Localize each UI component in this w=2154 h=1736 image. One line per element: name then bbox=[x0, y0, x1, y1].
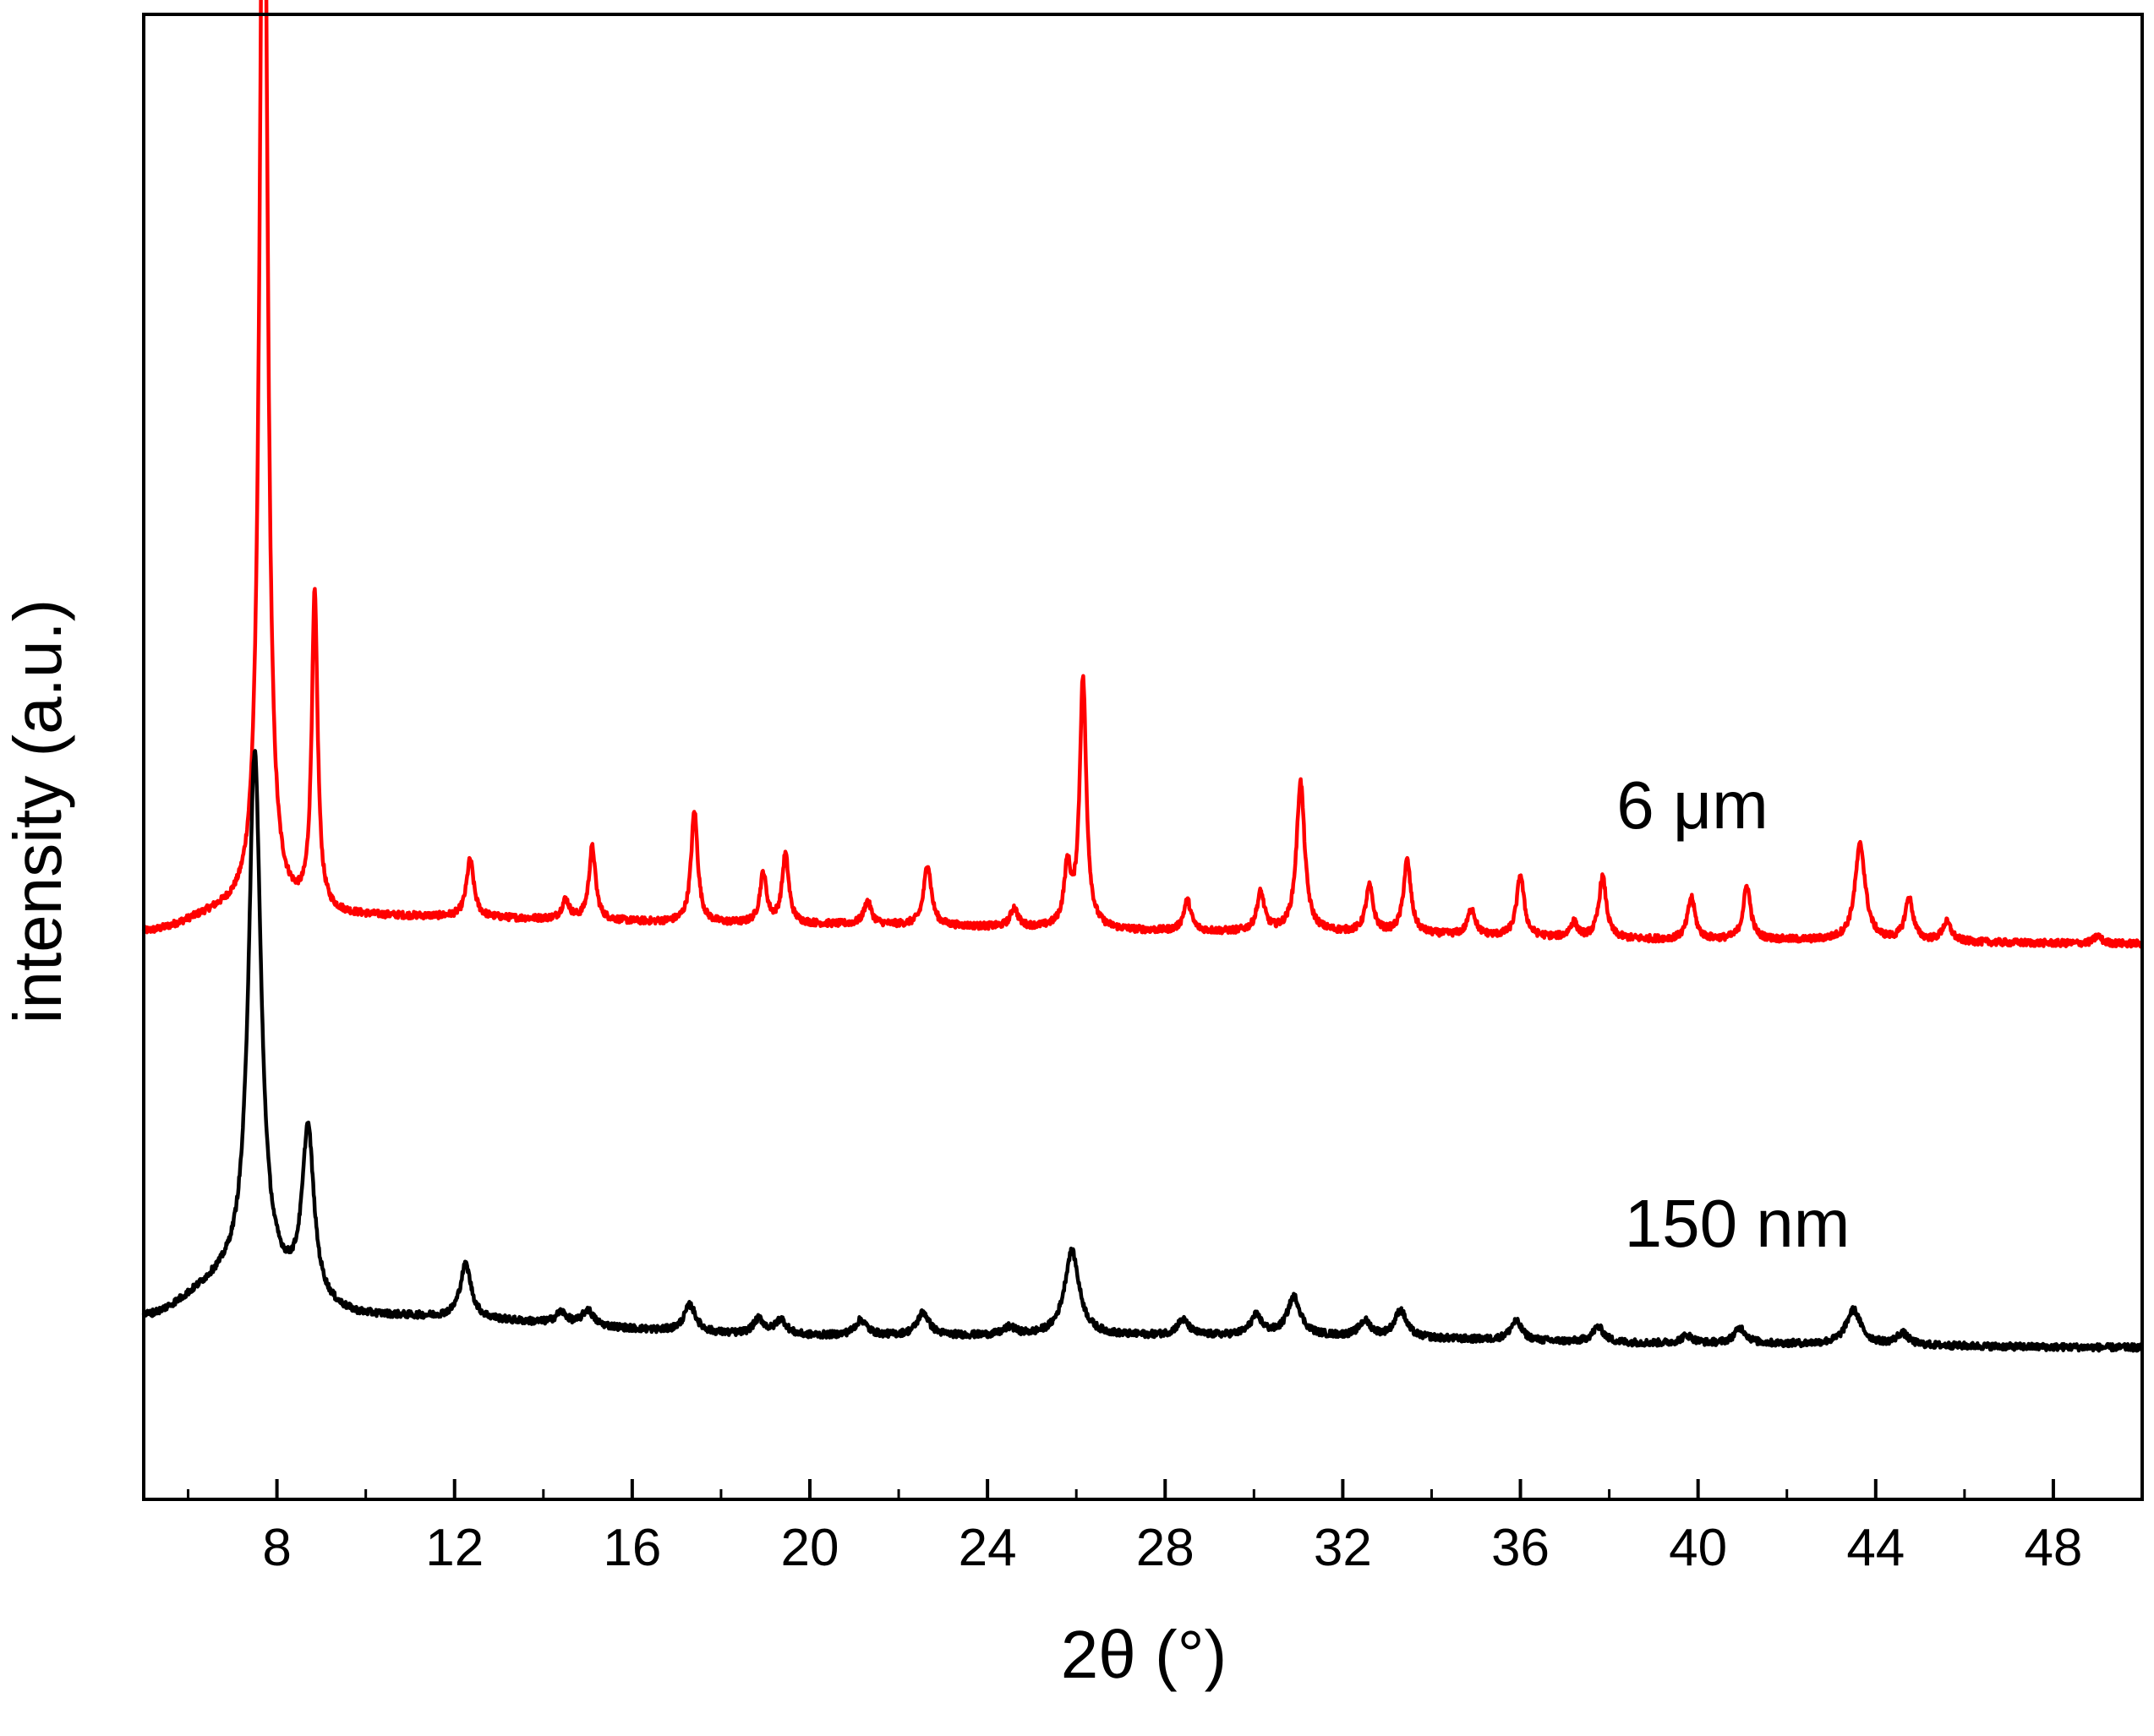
x-tick-label: 44 bbox=[1846, 1519, 1905, 1577]
x-axis-ticks: 8 12 16 20 24 28 32 36 40 44 48 bbox=[187, 1479, 2144, 1577]
x-tick-label: 8 bbox=[262, 1519, 291, 1577]
x-tick-label: 32 bbox=[1314, 1519, 1372, 1577]
series-label-150nm: 150 nm bbox=[1625, 1186, 1851, 1261]
x-tick-label: 36 bbox=[1491, 1519, 1550, 1577]
x-tick-label: 12 bbox=[425, 1519, 484, 1577]
series-labels: 6 μm 150 nm bbox=[1616, 767, 1850, 1261]
x-tick-label: 16 bbox=[603, 1519, 661, 1577]
series-label-6um: 6 μm bbox=[1616, 767, 1768, 843]
x-tick-label: 48 bbox=[2024, 1519, 2082, 1577]
x-tick-label: 28 bbox=[1136, 1519, 1195, 1577]
series-line-150nm bbox=[141, 749, 2145, 1353]
series-line-6um bbox=[141, 0, 2145, 949]
x-tick-label: 40 bbox=[1669, 1519, 1727, 1577]
series-layer bbox=[141, 0, 2145, 1353]
y-axis-title: intensity (a.u.) bbox=[0, 599, 75, 1024]
x-axis-title: 2θ (°) bbox=[1061, 1617, 1227, 1692]
plot-frame bbox=[142, 13, 2144, 1501]
x-tick-label: 24 bbox=[959, 1519, 1017, 1577]
x-tick-label: 20 bbox=[781, 1519, 839, 1577]
